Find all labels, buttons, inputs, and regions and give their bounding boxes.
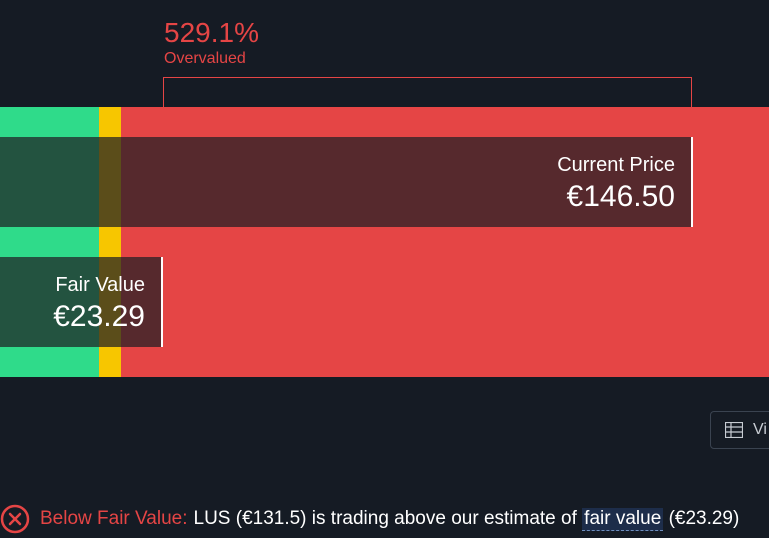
fair-value-bar: Fair Value €23.29 bbox=[0, 257, 163, 347]
status-text-before: LUS (€131.5) is trading above our estima… bbox=[193, 508, 577, 529]
fair-value-label: Fair Value bbox=[55, 274, 145, 296]
view-table-label: Vi bbox=[753, 421, 767, 438]
view-table-button[interactable]: Vi bbox=[710, 411, 769, 449]
status-label: Below Fair Value: bbox=[40, 508, 188, 529]
current-price-bar: Current Price €146.50 bbox=[0, 137, 693, 227]
overvalued-percent: 529.1% bbox=[164, 17, 259, 48]
x-circle-icon bbox=[0, 504, 30, 534]
table-icon bbox=[725, 422, 743, 438]
fair-value-value: €23.29 bbox=[53, 300, 145, 333]
status-text-after: (€23.29) bbox=[668, 508, 740, 529]
current-price-label: Current Price bbox=[557, 154, 675, 176]
valuation-status: Below Fair Value: LUS (€131.5) is tradin… bbox=[0, 503, 739, 535]
current-price-value: €146.50 bbox=[566, 180, 675, 213]
fair-value-link[interactable]: fair value bbox=[582, 507, 664, 531]
overvalued-label: Overvalued bbox=[164, 50, 246, 67]
